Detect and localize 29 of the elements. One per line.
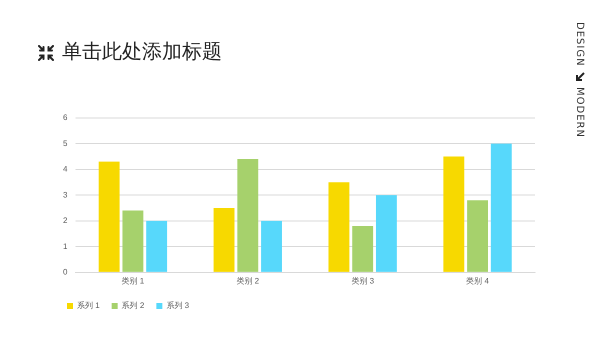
- bar: [98, 162, 120, 272]
- legend-label: 系列 1: [77, 301, 100, 310]
- y-tick-label: 2: [62, 216, 68, 226]
- text: MODERN: [574, 86, 585, 138]
- bar: [146, 220, 168, 272]
- y-tick-label: 0: [62, 268, 68, 277]
- y-tick-label: 5: [62, 138, 68, 148]
- x-tick-label: 类别 3: [351, 276, 375, 286]
- y-tick-label: 6: [62, 113, 68, 122]
- bar: [467, 200, 488, 272]
- legend-label: 系列 3: [166, 301, 190, 310]
- y-tick-label: 1: [62, 242, 68, 251]
- bar: [122, 210, 144, 272]
- bar: [237, 159, 258, 272]
- y-tick-label: 4: [62, 164, 68, 174]
- legend-label: 系列 2: [122, 301, 145, 310]
- text: DESIGN: [574, 22, 585, 67]
- x-tick-label: 类别 2: [236, 276, 260, 286]
- x-tick-label: 类别 4: [466, 276, 490, 286]
- bar: [376, 195, 397, 272]
- x-tick-label: 类别 1: [122, 276, 145, 286]
- bar: [261, 220, 282, 272]
- bar: [214, 208, 234, 272]
- bar: [328, 182, 350, 272]
- chart-title: 单击此处添加标题: [62, 38, 222, 65]
- bar: [352, 226, 374, 272]
- bar: [490, 144, 512, 272]
- y-tick-label: 3: [62, 190, 68, 200]
- bar: [443, 156, 464, 272]
